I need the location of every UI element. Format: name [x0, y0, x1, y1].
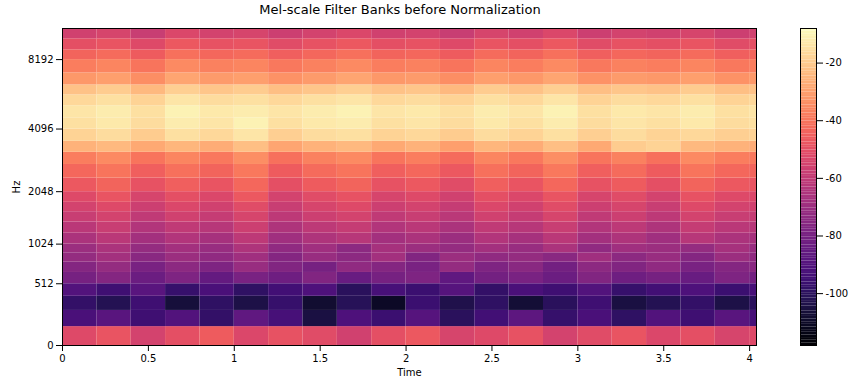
svg-text:1.5: 1.5 [312, 353, 328, 364]
svg-text:4096: 4096 [28, 123, 53, 134]
svg-text:3.5: 3.5 [656, 353, 672, 364]
svg-text:8192: 8192 [28, 54, 53, 65]
svg-text:Time: Time [396, 367, 421, 378]
svg-text:2048: 2048 [28, 186, 53, 197]
svg-text:0: 0 [47, 340, 53, 351]
svg-text:-100: -100 [826, 288, 849, 299]
svg-text:3: 3 [575, 353, 581, 364]
svg-text:4: 4 [746, 353, 752, 364]
svg-text:2: 2 [403, 353, 409, 364]
svg-text:1: 1 [231, 353, 237, 364]
svg-text:Hz: Hz [11, 181, 22, 194]
html-text:Mel-scale Filter Banks before: Mel-scale Filter Banks before Normalizat… [259, 2, 541, 17]
svg-text:0: 0 [59, 353, 65, 364]
svg-text:512: 512 [34, 278, 53, 289]
svg-text:0.5: 0.5 [140, 353, 156, 364]
svg-text:-20: -20 [826, 57, 842, 68]
svg-text:-40: -40 [826, 115, 842, 126]
svg-text:1024: 1024 [28, 238, 53, 249]
svg-text:-60: -60 [826, 173, 842, 184]
svg-text:2.5: 2.5 [484, 353, 500, 364]
svg-text:-80: -80 [826, 230, 842, 241]
